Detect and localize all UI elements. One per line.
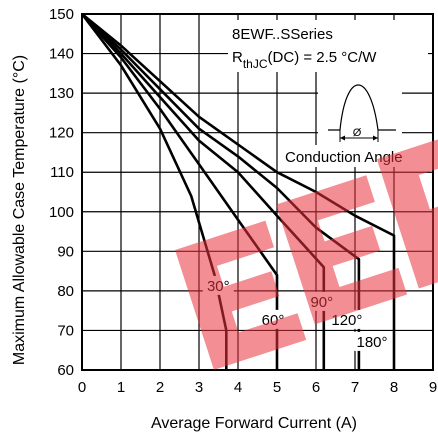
x-tick-label: 9 bbox=[429, 379, 437, 396]
series-label: 180° bbox=[356, 334, 387, 351]
y-tick-label: 110 bbox=[50, 164, 74, 181]
y-tick-labels: 60 70 80 90 100 110 120 130 140 150 bbox=[49, 6, 74, 379]
y-tick-label: 100 bbox=[49, 204, 74, 221]
x-tick-label: 7 bbox=[351, 379, 359, 396]
x-tick-label: 8 bbox=[390, 379, 398, 396]
y-tick-label: 60 bbox=[57, 362, 74, 379]
x-tick-labels: 0 1 2 3 4 5 6 7 8 9 bbox=[78, 379, 437, 396]
y-tick-label: 90 bbox=[57, 243, 74, 260]
y-tick-label: 70 bbox=[57, 322, 74, 339]
x-tick-label: 3 bbox=[195, 379, 203, 396]
conduction-angle-label: Conduction Angle bbox=[285, 149, 403, 166]
y-tick-label: 150 bbox=[49, 6, 74, 23]
watermark-logo bbox=[175, 137, 438, 370]
x-tick-label: 1 bbox=[117, 379, 125, 396]
x-tick-label: 0 bbox=[78, 379, 86, 396]
rth-label: RthJC(DC) = 2.5 °C/W bbox=[232, 49, 377, 71]
y-tick-label: 120 bbox=[49, 125, 74, 142]
y-axis-title: Maximum Allowable Case Temperature (°C) bbox=[11, 55, 28, 365]
x-tick-label: 5 bbox=[273, 379, 281, 396]
inset-phi-label: Ø bbox=[353, 127, 362, 139]
inset-half-sine-icon bbox=[328, 84, 396, 131]
x-tick-label: 6 bbox=[312, 379, 320, 396]
series-name-label: 8EWF..SSeries bbox=[232, 26, 333, 43]
series-line bbox=[81, 13, 279, 370]
plot-frame bbox=[81, 13, 434, 371]
x-tick-label: 2 bbox=[156, 379, 164, 396]
x-axis-title: Average Forward Current (A) bbox=[151, 415, 357, 432]
y-tick-label: 80 bbox=[57, 283, 74, 300]
y-tick-label: 130 bbox=[49, 85, 74, 102]
series-label-bg bbox=[352, 331, 392, 351]
x-tick-label: 4 bbox=[234, 379, 242, 396]
series-line bbox=[81, 12, 396, 370]
conduction-angle-inset: Ø bbox=[318, 72, 402, 152]
y-tick-label: 140 bbox=[49, 46, 74, 63]
